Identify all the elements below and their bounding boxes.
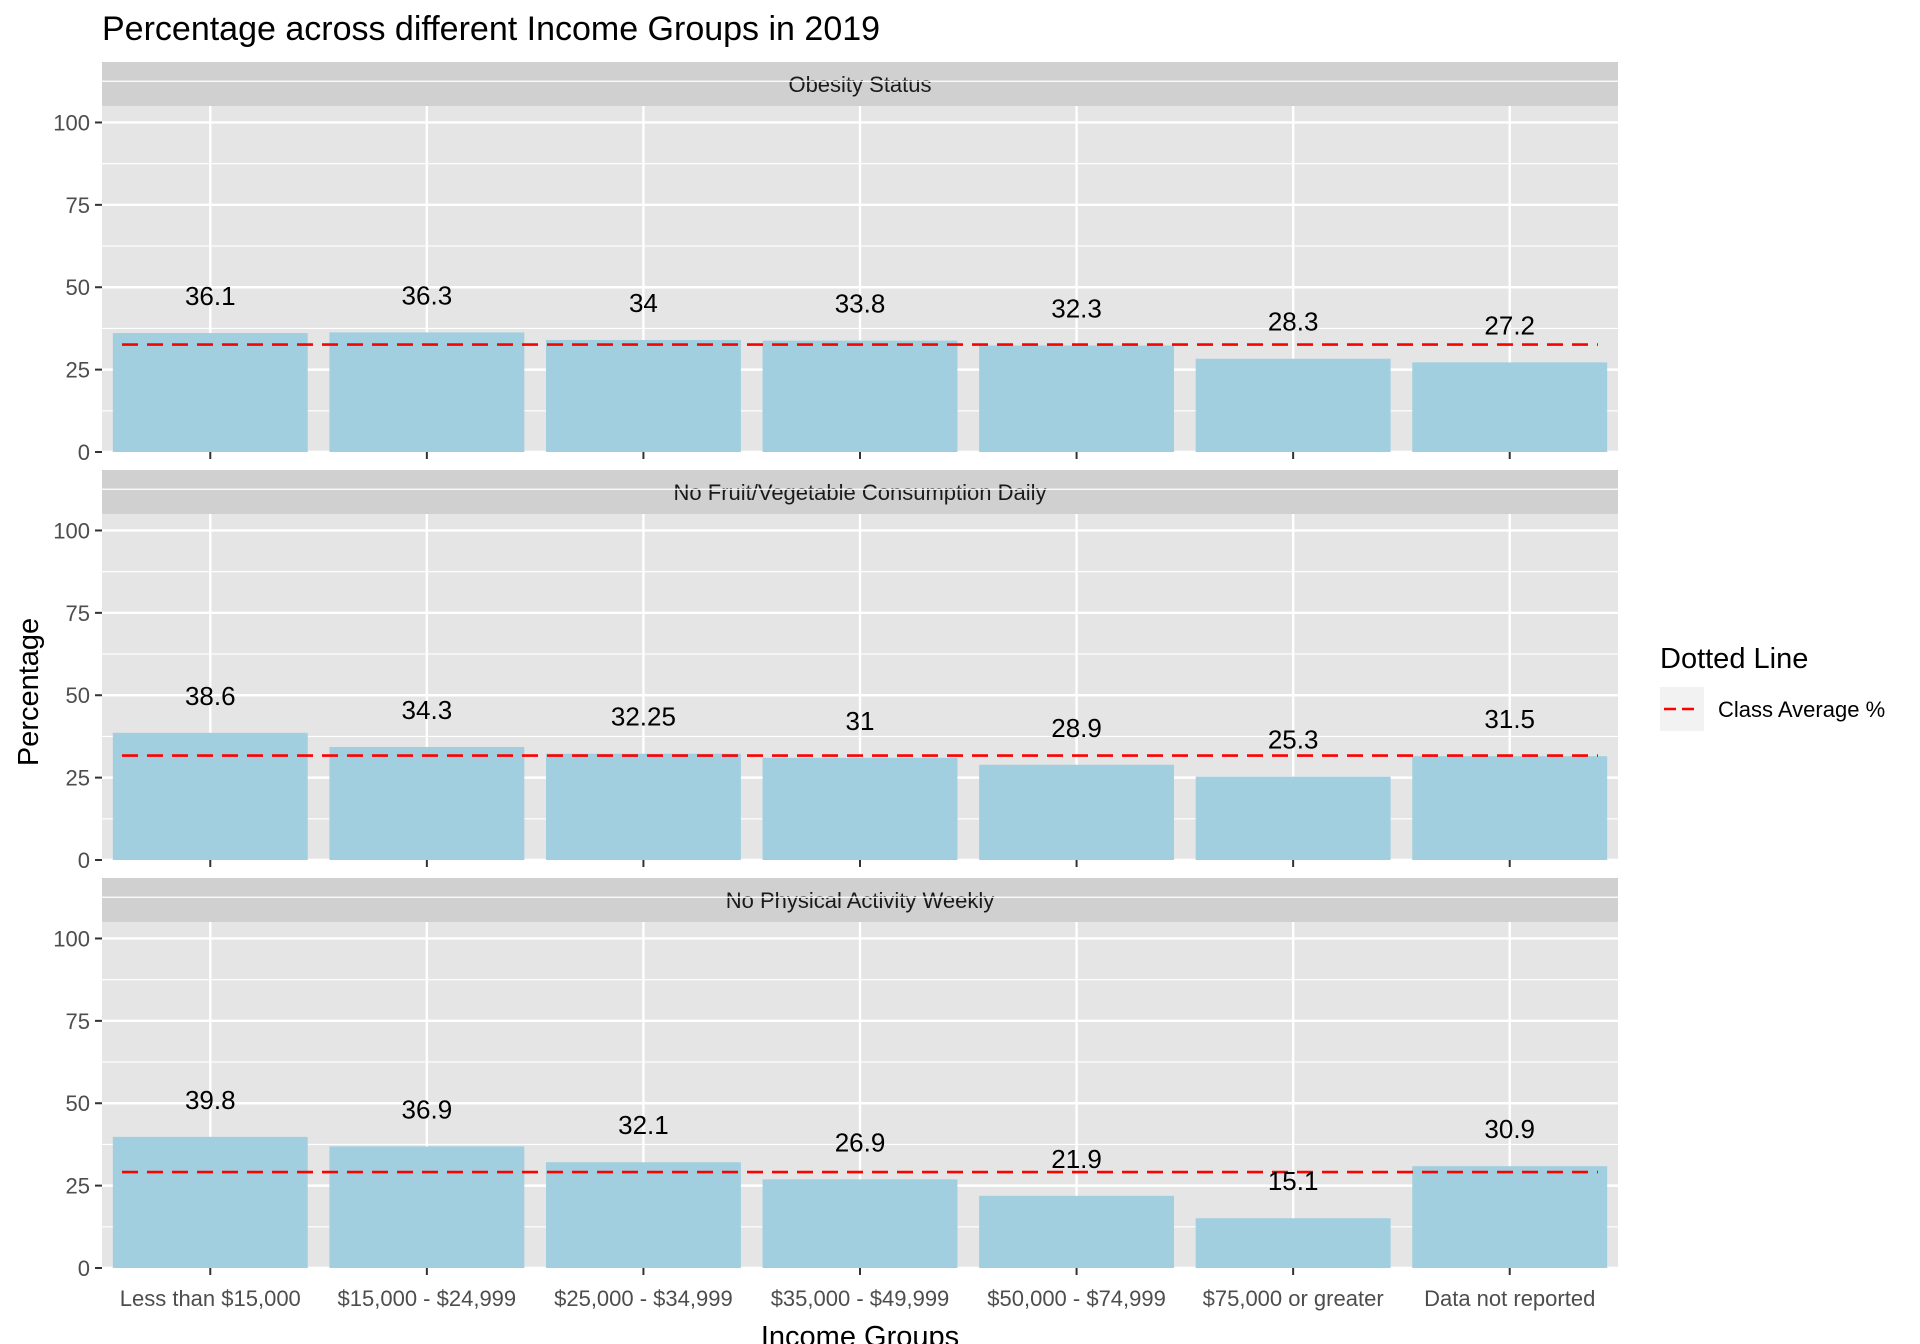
data-label: 36.3 (402, 280, 453, 310)
data-label: 34 (629, 288, 658, 318)
y-tick-label: 100 (53, 926, 90, 951)
data-label: 32.1 (618, 1110, 669, 1140)
bar (1412, 756, 1608, 860)
data-label: 32.25 (611, 702, 676, 732)
y-tick-label: 75 (66, 601, 90, 626)
data-label: 27.2 (1484, 310, 1535, 340)
data-label: 31.5 (1484, 704, 1535, 734)
x-tick-label: Data not reported (1424, 1286, 1595, 1311)
facet-panel: Obesity Status 0 25 50 75 100 36.1 36.3 34 33.8 32… (53, 62, 1618, 465)
facet-panel: No Physical Activity Weekly 0 25 50 75 100 39.… (53, 878, 1618, 1281)
y-tick-label: 100 (53, 110, 90, 135)
data-label: 36.1 (185, 281, 236, 311)
y-tick-label: 50 (66, 1091, 90, 1116)
data-label: 25.3 (1268, 725, 1319, 755)
y-tick-label: 50 (66, 683, 90, 708)
data-label: 21.9 (1051, 1144, 1102, 1174)
facet-strip-label: Obesity Status (788, 72, 931, 97)
y-tick-label: 25 (66, 358, 90, 383)
bar (1412, 1166, 1608, 1268)
bar (1412, 362, 1608, 452)
bar (329, 1146, 525, 1268)
data-label: 36.9 (402, 1094, 453, 1124)
facet-strip (102, 62, 1618, 106)
bar (545, 339, 741, 452)
y-tick-label: 75 (66, 1009, 90, 1034)
data-label: 33.8 (835, 289, 886, 319)
bar (762, 340, 958, 452)
facet-strip (102, 470, 1618, 514)
y-tick-label: 0 (78, 440, 90, 465)
y-tick-label: 0 (78, 1256, 90, 1281)
bar (112, 333, 308, 452)
y-tick-label: 75 (66, 193, 90, 218)
y-tick-label: 100 (53, 518, 90, 543)
data-label: 34.3 (402, 695, 453, 725)
y-tick-label: 25 (66, 766, 90, 791)
data-label: 28.9 (1051, 713, 1102, 743)
x-axis: Less than $15,000 $15,000 - $24,999 $25,00… (120, 1286, 1596, 1311)
legend-title: Dotted Line (1660, 643, 1808, 675)
y-tick-label: 25 (66, 1174, 90, 1199)
bar (1195, 358, 1391, 452)
x-tick-label: $75,000 or greater (1203, 1286, 1384, 1311)
x-tick-label: $15,000 - $24,999 (338, 1286, 517, 1311)
bar (1195, 776, 1391, 860)
legend: Dotted Line Class Average % (1660, 643, 1885, 731)
y-axis-title: Percentage (13, 618, 45, 766)
facet-panel: No Fruit/Vegetable Consumption Daily 0 25 5… (53, 470, 1618, 873)
bar (762, 1179, 958, 1268)
bar (329, 332, 525, 452)
bar (979, 345, 1175, 452)
facet-strip-label: No Fruit/Vegetable Consumption Daily (674, 480, 1047, 505)
bar (979, 1195, 1175, 1268)
x-tick-label: $50,000 - $74,999 (987, 1286, 1166, 1311)
x-tick-label: Less than $15,000 (120, 1286, 301, 1311)
data-label: 38.6 (185, 681, 236, 711)
data-label: 30.9 (1484, 1114, 1535, 1144)
x-tick-label: $25,000 - $34,999 (554, 1286, 733, 1311)
bar (762, 757, 958, 860)
bar (112, 1136, 308, 1268)
data-label: 31 (846, 706, 875, 736)
x-tick-label: $35,000 - $49,999 (771, 1286, 950, 1311)
facet-panels: Obesity Status 0 25 50 75 100 36.1 36.3 34 33.8 32… (53, 62, 1618, 1281)
x-axis-title: Income Groups (761, 1321, 959, 1344)
y-tick-label: 50 (66, 275, 90, 300)
data-label: 15.1 (1268, 1166, 1319, 1196)
data-label: 26.9 (835, 1127, 886, 1157)
bar (112, 732, 308, 860)
bar (329, 746, 525, 860)
facet-strip-label: No Physical Activity Weekly (726, 888, 995, 913)
y-tick-label: 0 (78, 848, 90, 873)
data-label: 32.3 (1051, 294, 1102, 324)
legend-item-class-average: Class Average % (1718, 697, 1885, 722)
facet-strip (102, 878, 1618, 922)
data-label: 28.3 (1268, 307, 1319, 337)
bar (545, 1162, 741, 1268)
bar (545, 753, 741, 860)
data-label: 39.8 (185, 1085, 236, 1115)
bar (1195, 1218, 1391, 1268)
chart-title: Percentage across different Income Group… (102, 10, 880, 48)
bar (979, 764, 1175, 860)
